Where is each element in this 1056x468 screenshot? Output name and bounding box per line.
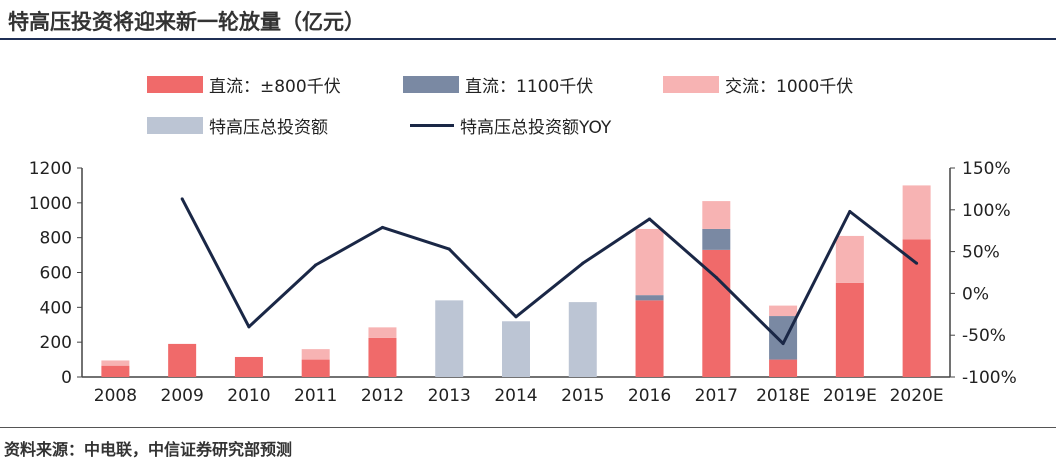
bar-3-2017	[702, 201, 731, 229]
x-tick-label: 2011	[294, 386, 337, 406]
bar-4-2015	[568, 302, 597, 377]
bar-1-2020E	[902, 239, 931, 377]
y-left-tick-label: 800	[40, 229, 72, 249]
legend-item-total: 特高压总投资额	[147, 113, 328, 138]
legend-label-dc1100: 直流：1100千伏	[465, 77, 594, 97]
x-tick-label: 2016	[628, 386, 671, 406]
bar-4-2013	[435, 300, 464, 377]
x-tick-label: 2014	[494, 386, 537, 406]
bar-1-2008	[101, 365, 130, 377]
bar-3-2011	[301, 349, 330, 360]
yoy-point-2018E	[781, 342, 785, 346]
yoy-point-2015	[581, 261, 585, 265]
title-divider	[0, 38, 1056, 40]
legend-swatch-dc800	[147, 76, 203, 93]
y-left-tick-label: 1000	[29, 194, 72, 214]
legend-item-dc800: 直流：±800千伏	[147, 72, 341, 97]
source-note: 资料来源：中电联，中信证券研究部预测	[4, 440, 293, 459]
bar-2-2017	[702, 228, 731, 250]
legend-item-ac1000: 交流：1000千伏	[663, 72, 853, 97]
bar-1-2010	[234, 356, 263, 377]
source-divider	[0, 427, 1056, 428]
y-right-tick-label: 50%	[962, 243, 1000, 263]
bar-1-2019E	[835, 282, 864, 377]
bar-3-2012	[368, 327, 397, 338]
bar-1-2009	[168, 343, 197, 377]
legend-swatch-yoy	[410, 124, 454, 127]
yoy-point-2019E	[848, 209, 852, 213]
x-tick-label: 2015	[561, 386, 604, 406]
x-tick-label: 2013	[428, 386, 471, 406]
y-left-tick-label: 0	[61, 368, 72, 388]
legend-item-yoy: 特高压总投资额YOY	[410, 113, 611, 138]
legend-label-yoy: 特高压总投资额YOY	[460, 118, 612, 138]
y-left-tick-label: 400	[40, 298, 72, 318]
x-tick-label: 2008	[94, 386, 137, 406]
y-right-tick-label: 0%	[962, 284, 989, 304]
x-tick-label: 2017	[695, 386, 738, 406]
y-right-tick-label: -50%	[962, 326, 1006, 346]
bar-3-2020E	[902, 185, 931, 240]
yoy-point-2011	[314, 263, 318, 267]
chart-title: 特高压投资将迎来新一轮放量（亿元）	[8, 10, 365, 34]
x-tick-label: 2009	[161, 386, 204, 406]
bar-1-2011	[301, 359, 330, 377]
bar-1-2018E	[769, 359, 798, 377]
bar-3-2016	[635, 228, 664, 296]
yoy-point-2012	[380, 225, 384, 229]
yoy-point-2020E	[915, 261, 919, 265]
bar-1-2016	[635, 300, 664, 377]
yoy-point-2014	[514, 315, 518, 319]
x-tick-label: 2020E	[890, 386, 944, 406]
yoy-point-2010	[247, 325, 251, 329]
bar-3-2018E	[769, 305, 798, 317]
y-right-tick-label: 150%	[962, 159, 1011, 179]
yoy-point-2016	[648, 217, 652, 221]
bar-3-2019E	[835, 235, 864, 283]
legend-swatch-ac1000	[663, 76, 719, 93]
yoy-line	[180, 198, 918, 346]
yoy-point-2017	[714, 276, 718, 280]
legend-label-ac1000: 交流：1000千伏	[725, 77, 854, 97]
bar-1-2012	[368, 337, 397, 377]
legend-label-total: 特高压总投资额	[209, 118, 328, 138]
y-left-tick-label: 600	[40, 264, 72, 284]
x-tick-label: 2018E	[756, 386, 810, 406]
x-tick-label: 2019E	[823, 386, 877, 406]
y-left-tick-label: 200	[40, 333, 72, 353]
bar-4-2014	[502, 321, 530, 377]
legend-item-dc1100: 直流：1100千伏	[403, 72, 593, 97]
bar-2-2016	[635, 295, 664, 301]
legend-label-dc800: 直流：±800千伏	[209, 77, 341, 97]
legend-swatch-total	[147, 117, 203, 134]
bar-3-2008	[101, 360, 130, 366]
legend-swatch-dc1100	[403, 76, 459, 93]
x-tick-label: 2010	[227, 386, 270, 406]
yoy-point-2013	[447, 247, 451, 251]
x-tick-label: 2012	[361, 386, 404, 406]
y-right-tick-label: 100%	[962, 201, 1011, 221]
yoy-point-2009	[180, 197, 184, 201]
y-left-tick-label: 1200	[29, 159, 72, 179]
y-right-tick-label: -100%	[962, 368, 1017, 388]
